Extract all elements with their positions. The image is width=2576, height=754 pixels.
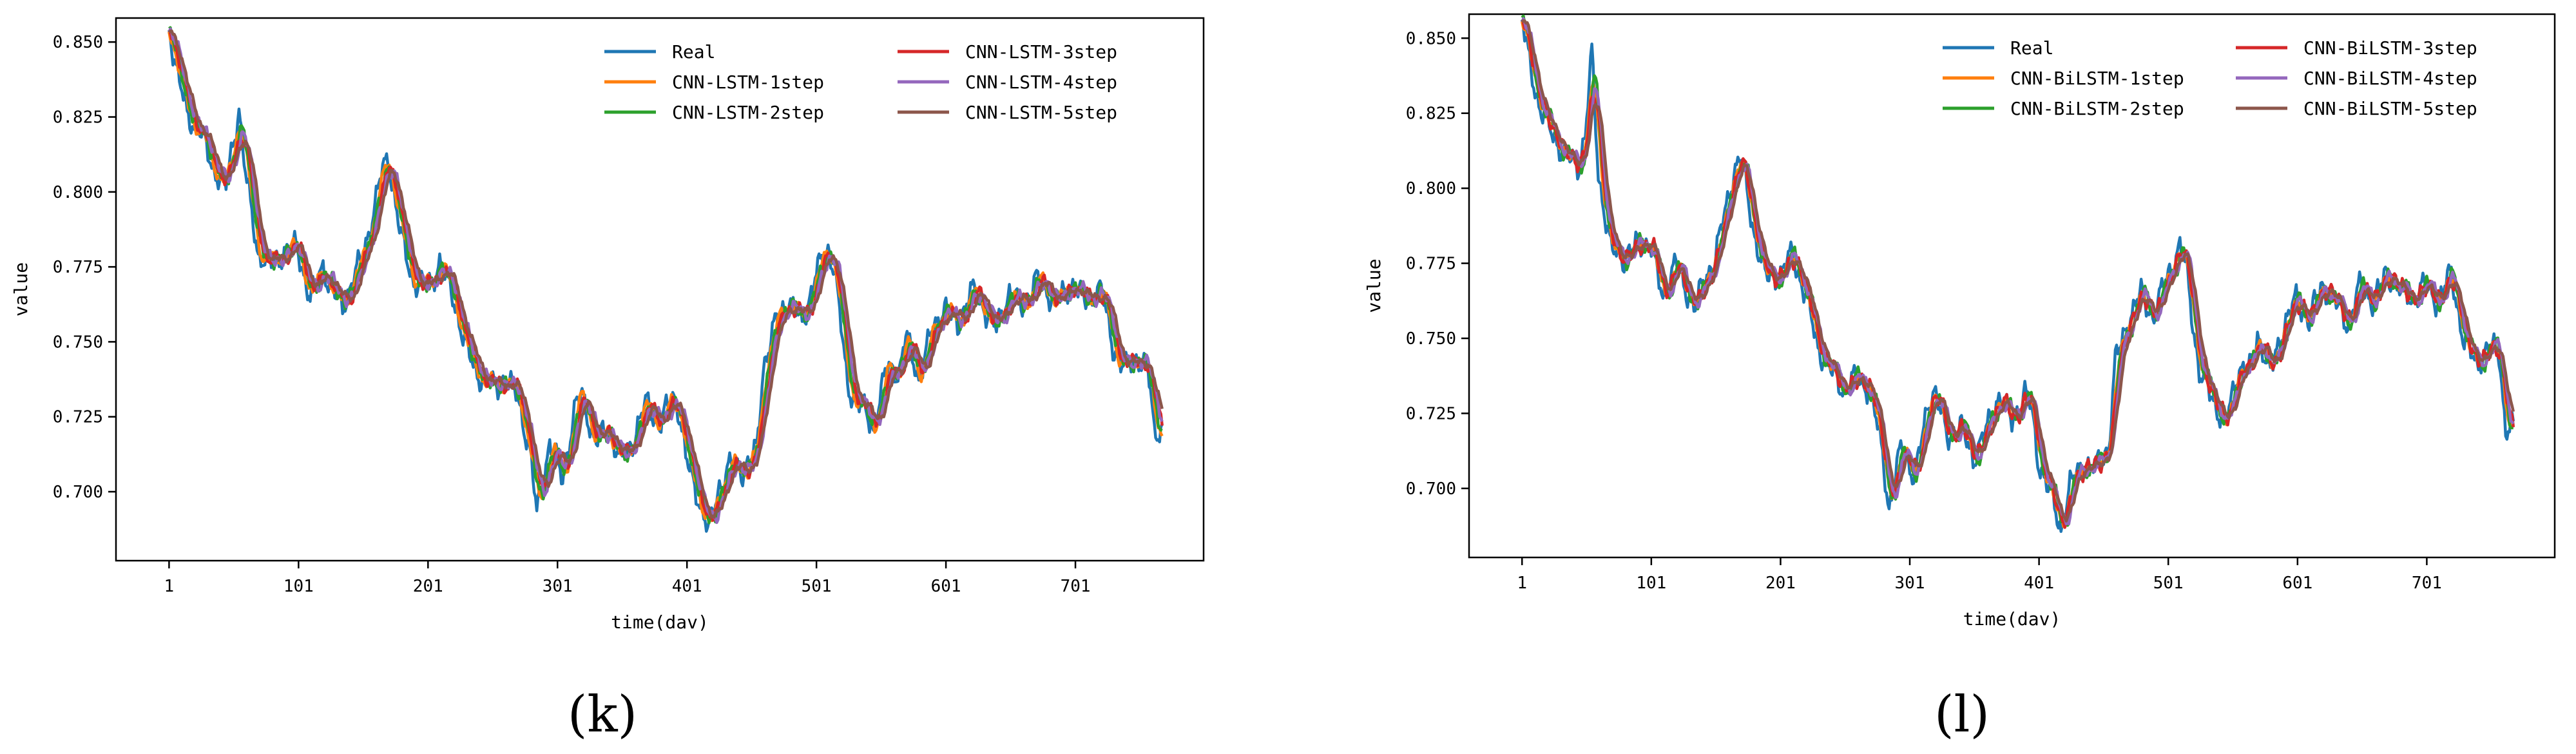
y-tick-label: 0.775: [53, 258, 103, 277]
x-tick-label: 301: [1895, 574, 1925, 593]
y-tick-label: 0.725: [1406, 404, 1456, 423]
y-tick-label: 0.850: [53, 33, 103, 52]
axes-frame: [115, 17, 1205, 562]
legend-label: CNN-LSTM-3step: [965, 41, 1117, 63]
x-tick-label: 101: [284, 577, 314, 596]
chart-panel-l: 1 101 201 301 401 501 601 701 0.700 0.725 0.750 0.7…: [1363, 13, 2556, 744]
panel-label: (k): [568, 686, 637, 744]
y-tick-label: 0.700: [1406, 479, 1456, 499]
legend-label: CNN-BiLSTM-5step: [2303, 98, 2477, 119]
legend-label: CNN-BiLSTM-3step: [2303, 37, 2477, 59]
series-line: [168, 27, 1164, 525]
legend-label: Real: [672, 41, 715, 63]
legend-label: CNN-LSTM-1step: [672, 72, 824, 93]
x-tick-label: 701: [2412, 574, 2442, 593]
chart-panel-k: 1 101 201 301 401 501 601 701 0.700 0.725 0.750 0.7…: [10, 17, 1205, 744]
y-tick-label: 0.825: [53, 108, 103, 128]
series-line: [1521, 19, 2515, 523]
x-tick-label: 201: [413, 577, 443, 596]
y-tick-label: 0.800: [1406, 179, 1456, 198]
x-tick-label: 1: [164, 577, 175, 596]
legend-label: CNN-LSTM-4step: [965, 72, 1117, 93]
y-tick-label: 0.825: [1406, 104, 1456, 124]
axes-frame: [1468, 13, 2556, 559]
y-tick-label: 0.700: [53, 483, 103, 502]
y-axis-label: value: [1363, 258, 1385, 313]
x-tick-label: 501: [802, 577, 832, 596]
legend-label: CNN-LSTM-2step: [672, 102, 824, 123]
panel-label: (l): [1934, 686, 1990, 744]
x-tick-label: 401: [2024, 574, 2054, 593]
x-tick-label: 501: [2153, 574, 2184, 593]
legend-label: Real: [2010, 37, 2053, 59]
x-axis-label: time(dav): [1963, 608, 2061, 630]
y-tick-label: 0.775: [1406, 255, 1456, 274]
x-tick-label: 301: [543, 577, 573, 596]
legend-label: CNN-BiLSTM-2step: [2010, 98, 2184, 119]
x-tick-label: 601: [931, 577, 961, 596]
x-tick-label: 601: [2282, 574, 2312, 593]
y-tick-label: 0.800: [53, 183, 103, 202]
x-axis-label: time(dav): [611, 612, 709, 633]
y-axis-label: value: [10, 262, 32, 316]
x-tick-label: 401: [672, 577, 702, 596]
legend-label: CNN-LSTM-5step: [965, 102, 1117, 123]
x-tick-label: 701: [1061, 577, 1091, 596]
series-line: [168, 29, 1164, 519]
y-tick-label: 0.850: [1406, 29, 1456, 48]
legend-label: CNN-BiLSTM-1step: [2010, 68, 2184, 89]
series-line: [168, 30, 1164, 533]
x-tick-label: 101: [1636, 574, 1666, 593]
y-tick-label: 0.750: [53, 333, 103, 352]
x-tick-label: 201: [1765, 574, 1796, 593]
y-tick-label: 0.725: [53, 408, 103, 427]
legend-label: CNN-BiLSTM-4step: [2303, 68, 2477, 89]
x-tick-label: 1: [1517, 574, 1527, 593]
y-tick-label: 0.750: [1406, 329, 1456, 349]
